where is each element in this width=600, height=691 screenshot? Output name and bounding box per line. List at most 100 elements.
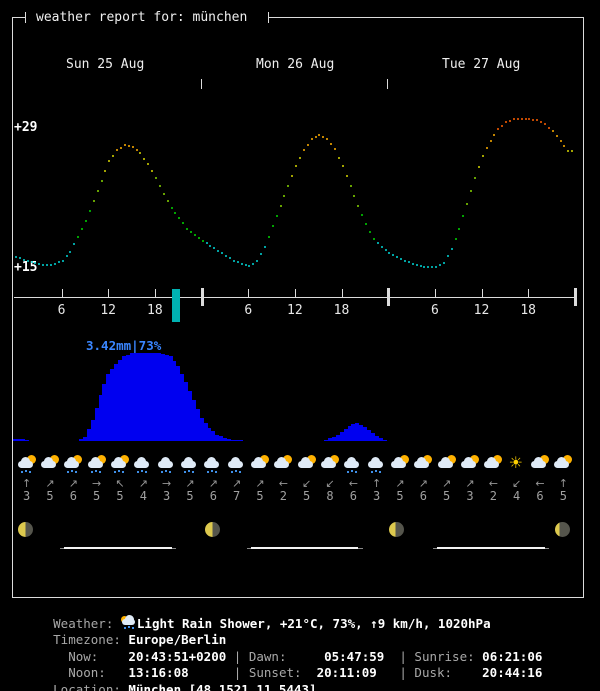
sun-part (96, 455, 106, 464)
sun-rain-icon (63, 455, 83, 473)
temp-dot (435, 266, 437, 268)
sunset-label: | Sunset: (188, 665, 317, 680)
temp-dot (485, 147, 488, 150)
axis-tick (248, 289, 249, 297)
cloud-part (250, 457, 266, 468)
wind-speed-value: 7 (233, 489, 241, 503)
precip-bar (370, 433, 375, 441)
cloud-part (274, 457, 290, 468)
cloud-part (367, 457, 383, 468)
sun-part (329, 455, 339, 464)
rain-icon (180, 455, 200, 473)
wind-direction-arrow: ← (535, 477, 545, 490)
temp-dot (120, 146, 122, 149)
temp-dot (466, 203, 469, 206)
sun-rain-icon (87, 455, 107, 473)
wind-direction-arrow: ↖ (115, 477, 125, 490)
precip-bar (79, 439, 84, 441)
temp-dot (279, 205, 282, 208)
precip-bar (351, 424, 356, 441)
cloud-part (484, 457, 500, 468)
temp-dot (96, 189, 99, 192)
box-border-right (583, 17, 584, 597)
wind-speed-value: 8 (326, 489, 334, 503)
precip-bar (359, 424, 364, 441)
temp-dot (341, 164, 344, 167)
precip-bar (207, 428, 212, 441)
sun-cloud-icon (530, 455, 550, 473)
wind-direction-arrow: ↑ (372, 477, 382, 490)
cloud-part (437, 457, 453, 468)
precip-bar (184, 381, 189, 441)
temp-dot (61, 259, 64, 262)
rain-icon (157, 455, 177, 473)
sun-part (423, 455, 433, 464)
sun-cloud-icon (273, 455, 293, 473)
cloud-part (297, 457, 313, 468)
precip-bar (324, 439, 329, 441)
axis-tick (108, 289, 109, 297)
temp-dot (127, 145, 130, 148)
sun-cloud-icon (460, 455, 480, 473)
wind-speed-value: 2 (489, 489, 497, 503)
noon-line: Noon: 13:16:08 | Sunset: 20:11:09 | Dusk… (8, 649, 542, 691)
temp-dot (81, 228, 84, 230)
temp-dot (85, 220, 87, 223)
wind-direction-arrow: ← (278, 477, 288, 490)
precip-bar (328, 438, 332, 441)
wind-speed-value: 5 (256, 489, 264, 503)
weather-label: Weather: (53, 616, 121, 631)
sun-part (399, 455, 409, 464)
temp-dot (400, 257, 402, 260)
temp-dot (396, 255, 399, 258)
temp-dot (543, 123, 546, 125)
precip-bar (331, 437, 336, 441)
precip-bar (118, 360, 122, 441)
wind-direction-arrow: ↗ (138, 477, 148, 490)
precip-bar (16, 438, 21, 441)
temp-dot (131, 146, 134, 149)
daylight-bar (64, 547, 172, 549)
temp-dot (450, 247, 453, 250)
temp-dot (551, 130, 554, 133)
temp-dot (384, 248, 387, 251)
precip-bar (164, 354, 169, 441)
precip-bar (129, 353, 134, 441)
temp-dot (454, 237, 457, 240)
wind-speed-value: 6 (536, 489, 544, 503)
sunrise-label: | Sunrise: (384, 649, 483, 664)
sun-part (119, 455, 129, 464)
rain-drops (113, 471, 116, 473)
temp-dot (53, 263, 56, 265)
temp-dot (263, 245, 266, 248)
wind-direction-arrow: ↗ (208, 477, 218, 490)
wind-direction-arrow: ↗ (68, 477, 78, 490)
wind-speed-value: 5 (443, 489, 451, 503)
temp-dot (559, 140, 562, 143)
temp-dot (193, 233, 196, 236)
rain-icon (133, 455, 153, 473)
temp-dot (46, 264, 49, 266)
rain-drops (347, 471, 350, 473)
sun-cloud-icon (297, 455, 317, 473)
axis-line (14, 297, 576, 298)
axis-tick-label: 18 (147, 303, 163, 318)
cloud-part (110, 457, 126, 468)
precip-bar (172, 361, 177, 441)
precip-bar (366, 430, 371, 441)
precip-bar (141, 353, 146, 441)
precip-bar (219, 436, 224, 441)
temp-dot (392, 253, 395, 256)
temp-dot (236, 261, 239, 264)
wind-speed-value: 3 (466, 489, 474, 503)
wind-speed-value: 3 (163, 489, 171, 503)
now-value: 20:43:51+0200 (128, 649, 227, 664)
temp-dot (411, 263, 414, 265)
precip-bar (94, 407, 99, 441)
box-border-top-left (12, 17, 25, 18)
temp-dot (228, 257, 231, 260)
cloud-part (87, 457, 103, 468)
axis-tick (435, 289, 436, 297)
precip-bar (195, 408, 200, 441)
